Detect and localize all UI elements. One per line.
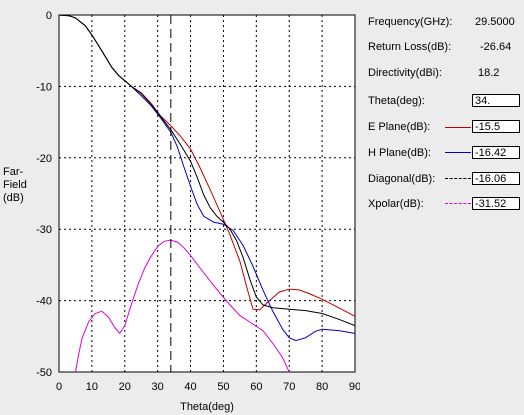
- return-loss-label: Return Loss(dB):: [368, 41, 452, 53]
- plot-area: [58, 14, 356, 373]
- directivity-label: Directivity(dBi):: [368, 67, 442, 79]
- y-axis-label: Far-Field (dB): [3, 166, 27, 204]
- series-line-diagonal: [58, 14, 356, 327]
- return-loss-value: -26.64: [480, 41, 512, 53]
- series-line-xpolar: [74, 239, 290, 373]
- e-plane-legend-line: [445, 127, 471, 128]
- diagonal-value: -16.06: [472, 172, 520, 185]
- x-tick-label: 20: [119, 381, 131, 393]
- y-tick-label: -50: [36, 367, 52, 379]
- x-tick-label: 40: [184, 381, 196, 393]
- x-tick-label: 60: [250, 381, 262, 393]
- theta-input[interactable]: 34.: [472, 94, 520, 107]
- series-layer: [58, 14, 356, 373]
- frequency-value: 29.5000: [475, 16, 515, 28]
- h-plane-legend-line: [445, 152, 471, 153]
- x-axis-label: Theta(deg): [180, 401, 234, 413]
- x-tick-label: 70: [283, 381, 295, 393]
- e-plane-value: -15.5: [472, 120, 520, 133]
- far-field-chart: 0 10 20 30 40 50 60 70 80 90 0 -10 -20 -30 -40 -50 The…: [36, 10, 360, 413]
- directivity-value: 18.2: [478, 67, 500, 79]
- x-tick-label: 0: [56, 381, 62, 393]
- y-tick-labels: 0 -10 -20 -30 -40 -50: [36, 10, 52, 379]
- xpolar-label: Xpolar(dB):: [368, 198, 424, 210]
- h-plane-value: -16.42: [472, 146, 520, 159]
- y-tick-label: -10: [36, 81, 52, 93]
- y-tick-label: -40: [36, 296, 52, 308]
- x-tick-label: 90: [349, 381, 360, 393]
- frequency-label: Frequency(GHz):: [368, 16, 453, 28]
- e-plane-label: E Plane(dB):: [368, 121, 431, 133]
- x-tick-label: 80: [316, 381, 328, 393]
- xpolar-value: -31.52: [472, 197, 520, 210]
- y-tick-label: -20: [36, 153, 52, 165]
- h-plane-label: H Plane(dB):: [368, 147, 431, 159]
- x-tick-label: 30: [152, 381, 164, 393]
- theta-label: Theta(deg):: [368, 95, 425, 107]
- diagonal-label: Diagonal(dB):: [368, 173, 436, 185]
- diagonal-legend-line: [445, 178, 471, 179]
- x-tick-label: 50: [217, 381, 229, 393]
- x-tick-label: 10: [86, 381, 98, 393]
- y-tick-label: -30: [36, 224, 52, 236]
- grid-lines: [59, 15, 355, 372]
- xpolar-legend-line: [445, 203, 471, 204]
- x-tick-labels: 0 10 20 30 40 50 60 70 80 90: [56, 381, 360, 393]
- y-tick-label: 0: [46, 10, 52, 22]
